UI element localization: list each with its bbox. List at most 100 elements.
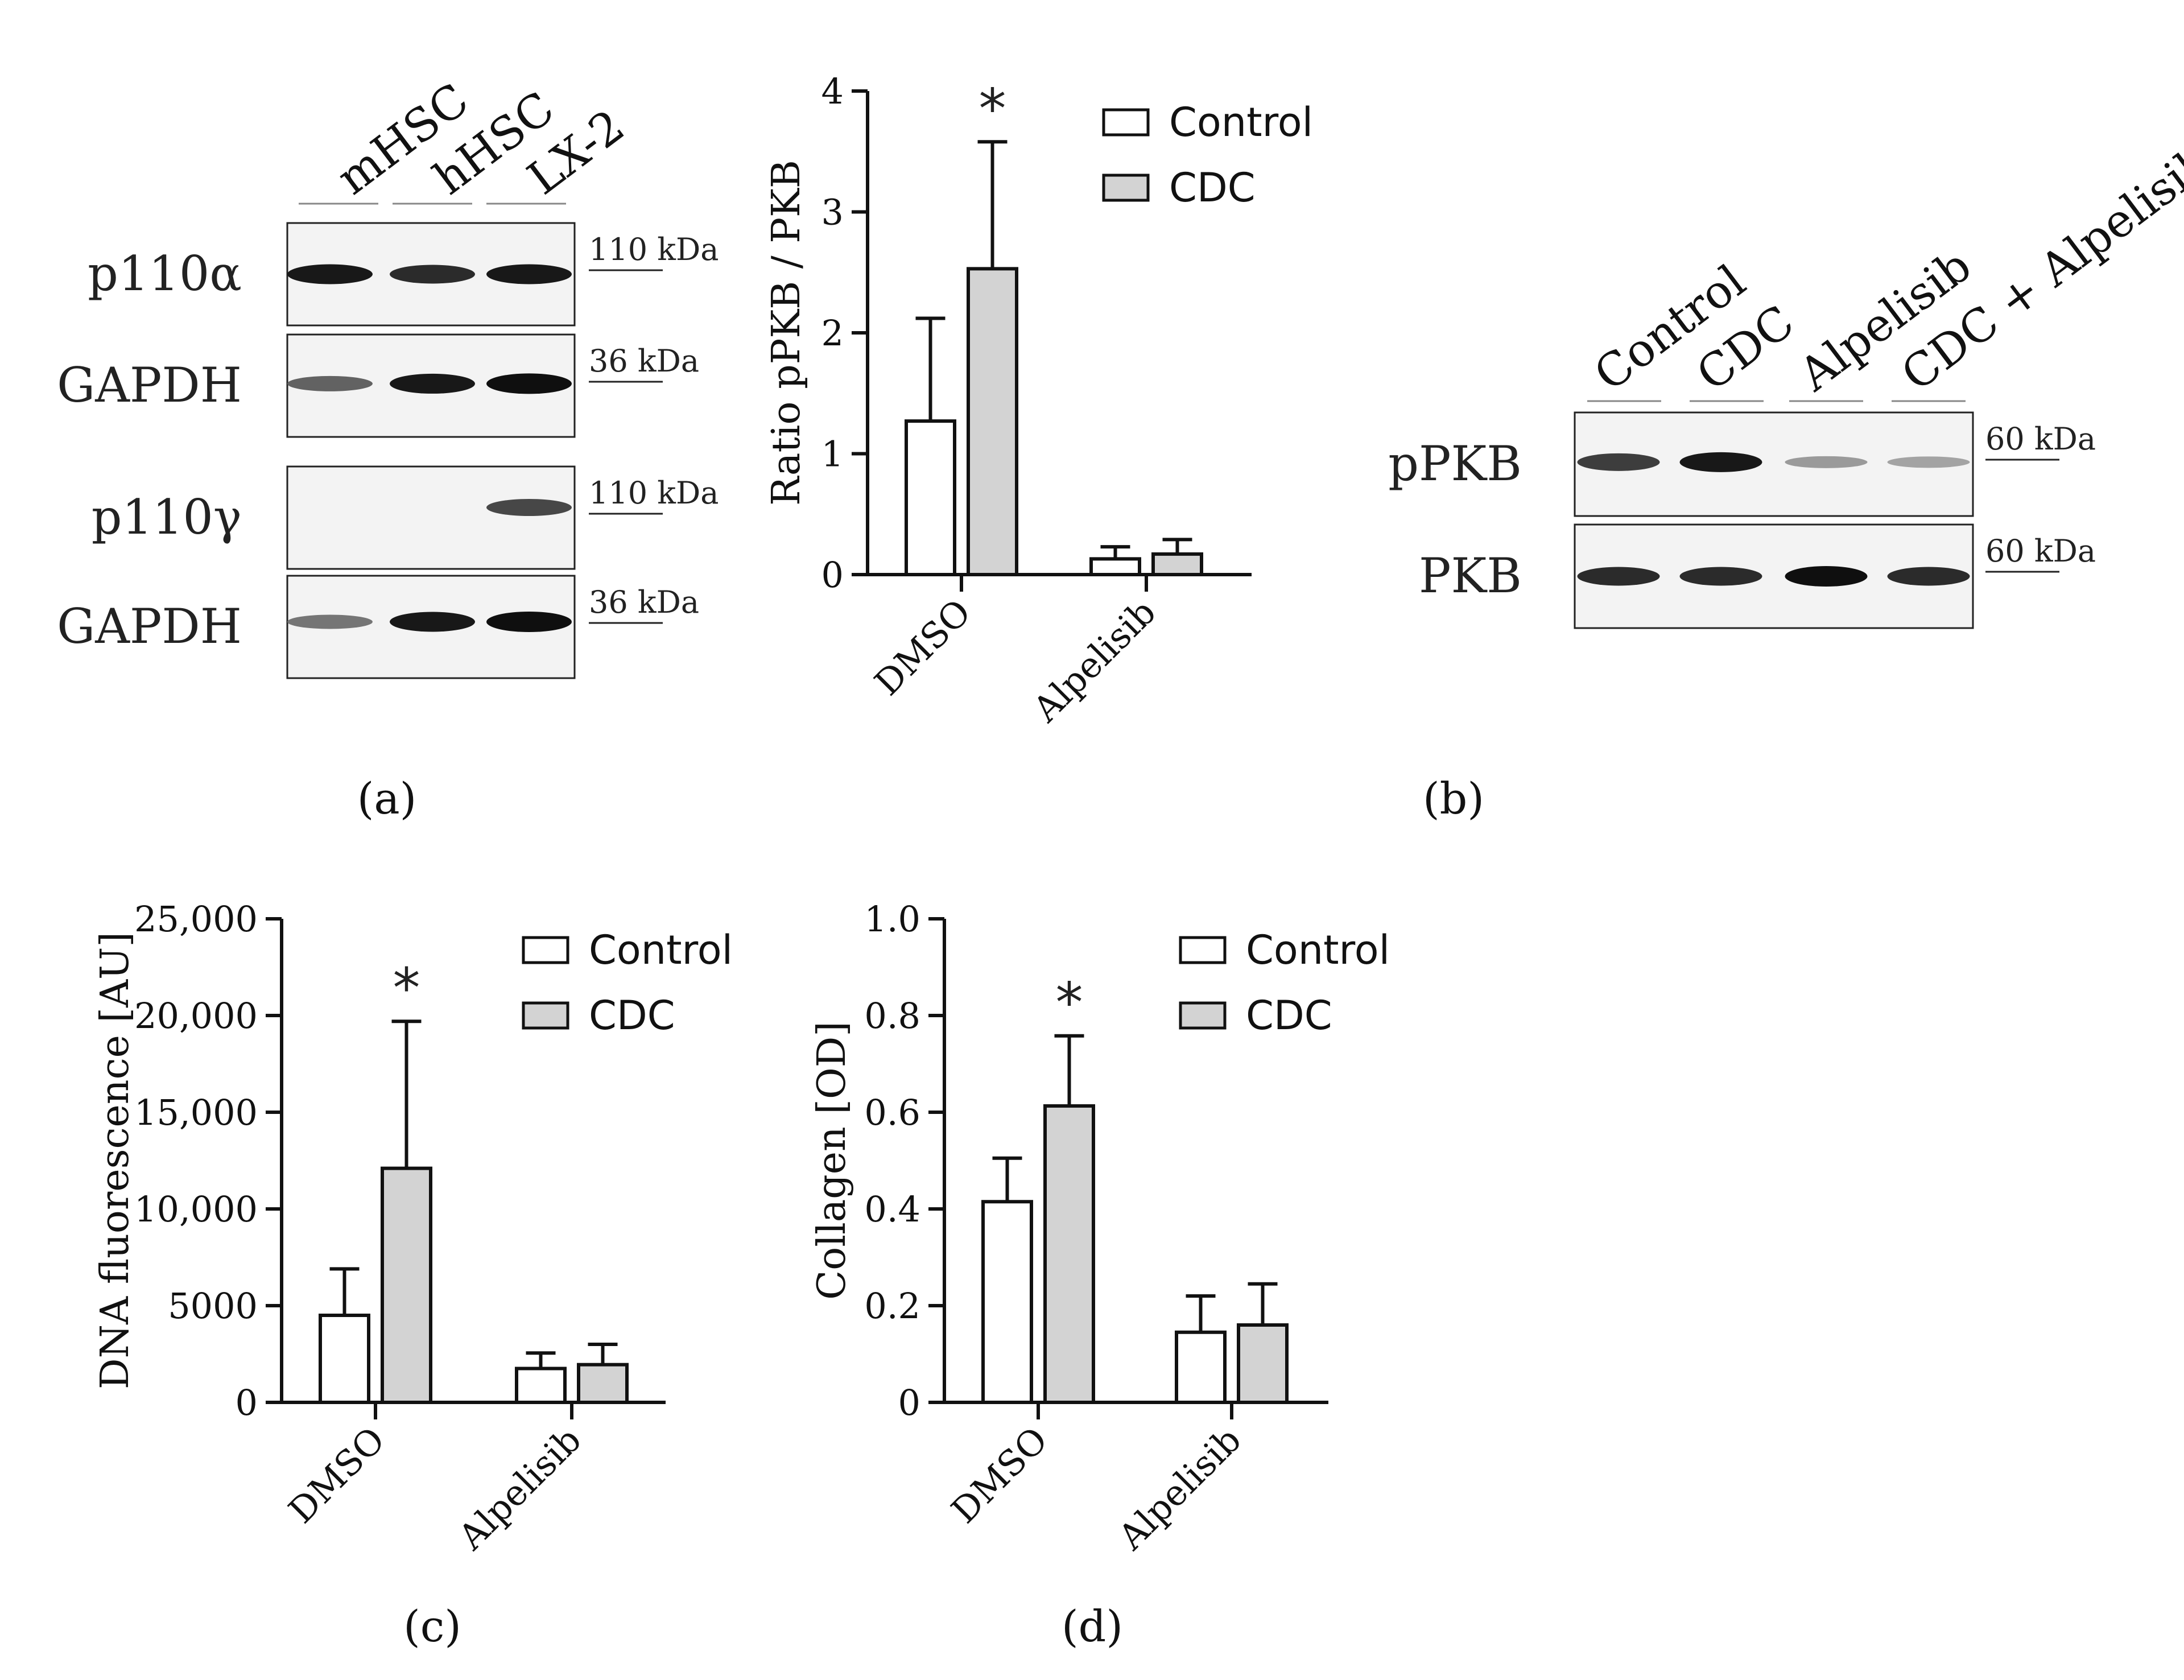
blot-band [287, 375, 373, 391]
legend-swatch [1102, 108, 1150, 137]
panel-label-b: (b) [1423, 773, 1484, 824]
y-tick-label: 0.2 [864, 1285, 920, 1327]
blot-band [1785, 456, 1868, 468]
blot-membrane [286, 465, 576, 570]
y-tick-label: 5000 [168, 1285, 258, 1327]
blot-row-label: PKB [1419, 548, 1522, 604]
y-axis-label: Collagen [OD] [810, 1021, 854, 1300]
blot-row-label: GAPDH [57, 598, 242, 654]
blot-band [390, 612, 475, 632]
bar [905, 419, 956, 576]
blot-row-label: pPKB [1388, 436, 1522, 492]
panel-label-a: (a) [357, 773, 417, 824]
x-tick-label: DMSO [943, 1419, 1056, 1532]
blot-row: GAPDH 36 kDa [57, 575, 699, 679]
blot-row: GAPDH 36 kDa [57, 333, 699, 438]
bar [1043, 1104, 1095, 1404]
y-tick-label: 0 [821, 554, 844, 596]
y-tick-label: 25,000 [134, 898, 258, 940]
blot-band [287, 614, 373, 629]
blot-band [486, 499, 572, 516]
y-tick-label: 1.0 [864, 898, 920, 940]
legend-swatch [522, 1001, 569, 1030]
blot-row: pPKB 60 kDa [1388, 411, 2096, 517]
y-tick-label: 0.8 [864, 995, 920, 1037]
blot-a-rows: p110α 110 kDa GAPDH 36 kDa p110γ 110 kDa GAPDH… [57, 222, 719, 679]
y-axis-label: Ratio pPKB / PKB [764, 160, 809, 506]
bar-chart-collagen: 0 0.2 0.4 0.6 0.8 1.0 Collagen [OD] DMSO Alpelis… [810, 898, 1390, 1558]
y-tick-label: 0.4 [864, 1188, 920, 1230]
x-tick-label: DMSO [280, 1419, 393, 1532]
blot-band [1577, 453, 1660, 471]
significance-mark: * [979, 77, 1006, 141]
legend-label: CDC [1246, 992, 1332, 1039]
kda-marker: 36 kDa [589, 343, 699, 379]
blot-b-lane-headers: Control CDC Alpelisib CDC + Alpelisib [1584, 134, 2184, 402]
legend-label: Control [589, 927, 733, 973]
blot-band [1785, 566, 1868, 587]
blot-band [287, 264, 373, 284]
kda-marker: 110 kDa [589, 232, 719, 267]
blot-band [1577, 567, 1660, 586]
blot-band [486, 612, 572, 632]
blot-band [390, 373, 475, 394]
bar-chart-ppkb-ratio: 0 1 2 3 4 Ratio pPKB / PKB DMSO Alpelisib * Contr… [764, 71, 1313, 730]
bar [577, 1363, 629, 1404]
x-tick-label: Alpelisib [450, 1419, 589, 1558]
y-tick-label: 2 [821, 312, 844, 354]
blot-band [390, 265, 475, 284]
significance-mark: * [393, 956, 420, 1020]
y-tick-label: 0 [898, 1382, 920, 1423]
bar [1089, 557, 1141, 576]
blot-band [1887, 567, 1970, 586]
x-tick-label: Alpelisib [1025, 591, 1164, 730]
y-tick-label: 4 [821, 71, 844, 112]
bar [1175, 1330, 1227, 1404]
x-tick-label: DMSO [866, 591, 979, 704]
blot-a-lane-headers: mHSC hHSC LX-2 [299, 73, 634, 205]
y-tick-label: 3 [821, 192, 844, 233]
bar [981, 1200, 1033, 1404]
legend-swatch [1179, 936, 1227, 964]
bar [381, 1166, 432, 1405]
blot-row: p110γ 110 kDa [92, 465, 719, 570]
bar [319, 1314, 370, 1404]
blot-row-label: p110γ [92, 489, 242, 545]
legend-swatch [1179, 1001, 1227, 1030]
legend-label: Control [1246, 927, 1390, 973]
blot-band [1887, 456, 1970, 468]
legend-label: Control [1169, 99, 1313, 146]
bar [1151, 552, 1203, 576]
significance-mark: * [1056, 971, 1083, 1035]
bar [515, 1367, 567, 1404]
blot-band [486, 264, 572, 284]
blot-row: p110α 110 kDa [88, 222, 719, 327]
blot-band [1679, 567, 1762, 586]
kda-marker: 60 kDa [1985, 533, 2096, 569]
y-tick-label: 15,000 [134, 1092, 258, 1133]
blot-b: Control CDC Alpelisib CDC + Alpelisib pP… [1388, 134, 2184, 629]
y-tick-label: 1 [821, 434, 844, 475]
y-tick-label: 10,000 [134, 1188, 258, 1230]
kda-marker: 110 kDa [589, 475, 719, 511]
legend-label: CDC [589, 992, 675, 1039]
blot-band [1679, 452, 1762, 472]
blot-band [486, 373, 572, 394]
x-tick-label: Alpelisib [1110, 1419, 1249, 1558]
kda-marker: 36 kDa [589, 584, 699, 620]
legend-label: CDC [1169, 164, 1256, 211]
legend-swatch [522, 936, 569, 964]
y-axis-label: DNA fluorescence [AU] [93, 932, 138, 1389]
blot-row-label: p110α [88, 246, 242, 302]
blot-row-label: GAPDH [57, 357, 242, 413]
blot-b-rows: pPKB 60 kDa PKB 60 kDa [1388, 411, 2096, 629]
panel-label-d: (d) [1062, 1601, 1123, 1652]
blot-row: PKB 60 kDa [1419, 523, 2096, 629]
y-tick-label: 0.6 [864, 1092, 920, 1133]
bar [967, 267, 1018, 576]
legend-swatch [1102, 174, 1150, 202]
bar [1237, 1323, 1289, 1404]
